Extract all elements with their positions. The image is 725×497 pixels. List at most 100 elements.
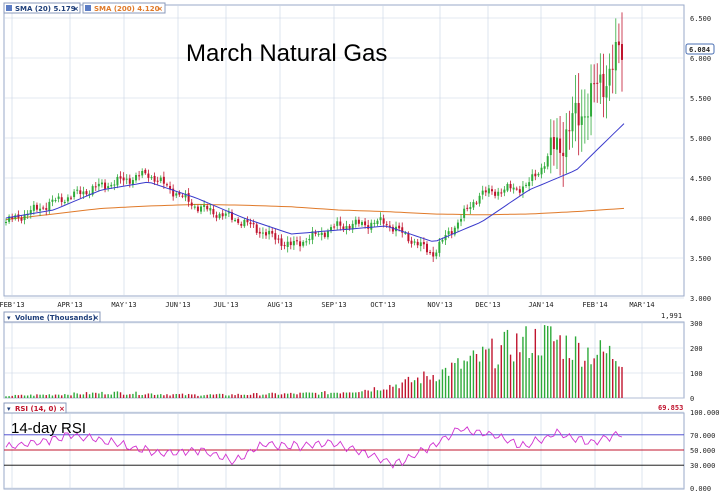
volume-bar [503,331,506,398]
volume-bar [104,394,106,398]
volume-bar [290,392,292,398]
candle-body [311,231,314,240]
volume-bar [240,394,242,398]
candle-body [82,191,85,195]
candle-body [531,174,534,181]
x-tick-label: FEB'14 [582,301,607,309]
volume-bar [466,361,468,398]
candle-body [617,41,620,46]
legend-sma20[interactable]: SMA (20) 5.179 × [3,2,81,14]
x-tick-label: DEC'13 [475,301,500,309]
candle-body [265,232,268,236]
checkbox-icon[interactable] [6,5,12,11]
volume-bar [596,354,598,398]
volume-bar [14,394,16,398]
volume-bar [345,392,348,398]
candle-body [169,185,172,190]
candle-body [497,191,500,196]
volume-bar [191,394,193,398]
volume-bar [206,394,208,398]
close-icon[interactable]: × [73,5,79,13]
volume-bar [234,395,236,398]
candle-body [367,225,370,229]
volume-bar [61,395,63,398]
volume-bar [218,393,221,398]
candle-body [552,137,555,150]
candle-body [525,184,528,186]
checkbox-icon[interactable] [85,5,91,11]
chevron-down-icon[interactable]: ▾ [7,405,11,413]
legend-sma200[interactable]: SMA (200) 4.120 × [82,2,166,14]
volume-bar [265,394,267,398]
volume-bar [342,392,345,398]
volume-bar [200,395,202,398]
volume-bar [150,393,153,398]
candle-body [175,193,178,196]
last-price-tag: 6.084 [685,43,715,55]
candle-body [413,241,416,243]
volume-bar [314,392,317,398]
candle-body [447,231,450,235]
volume-bar [398,388,400,398]
candle-body [165,184,168,186]
candle-body [565,129,568,158]
volume-bar [336,392,338,398]
volume-bar [516,333,518,398]
volume-bar [113,391,116,398]
close-icon[interactable]: × [59,405,65,413]
candle-body [295,240,298,242]
volume-bar [23,395,26,398]
candle-body [583,116,586,118]
candle-body [224,213,227,216]
close-icon[interactable]: × [157,5,163,13]
candle-body [227,212,230,214]
volume-bar [194,394,196,398]
volume-legend[interactable]: ▾ Volume (Thousands) × [3,311,101,323]
volume-bar [54,394,57,398]
volume-bar [95,392,97,398]
volume-bar [612,358,614,398]
candle-body [280,238,283,246]
chevron-down-icon[interactable]: ▾ [7,314,11,322]
x-tick-label: SEP'13 [321,301,346,309]
volume-bar [432,375,434,398]
candle-body [351,223,354,230]
volume-bar [339,393,342,398]
candle-body [45,208,48,210]
volume-bar [64,394,66,398]
candle-body [268,230,271,235]
candle-body [14,215,17,219]
rsi-legend[interactable]: ▾ RSI (14, 0) × [3,402,67,414]
volume-bar [246,395,249,398]
rsi-panel [3,412,685,490]
candle-body [398,225,401,229]
volume-bar [135,391,137,398]
candle-body [131,180,134,185]
grid [4,5,684,489]
candle-body [586,116,589,118]
candle-body [490,189,493,192]
volume-bar [392,386,394,398]
candle-body [200,206,203,212]
rsi-label: RSI (14, 0) [15,405,57,413]
volume-bar [488,348,490,398]
candle-body [305,241,308,243]
volume-bar [608,345,611,398]
close-icon[interactable]: × [93,314,99,322]
candle-body [181,195,184,197]
volume-bar [85,392,88,398]
candle-body [104,182,107,189]
candle-body [302,241,305,246]
volume-bar [36,394,38,398]
volume-bar [163,395,165,398]
candle-body [546,156,549,167]
volume-bar [237,393,239,398]
volume-bar [534,328,537,398]
volume-panel [3,321,685,399]
rsi-last-value: 69.853 [658,404,683,412]
candle-body [515,188,518,190]
candle-body [63,201,66,203]
candle-body [79,190,82,195]
candle-body [66,197,69,202]
candle-body [590,83,593,117]
